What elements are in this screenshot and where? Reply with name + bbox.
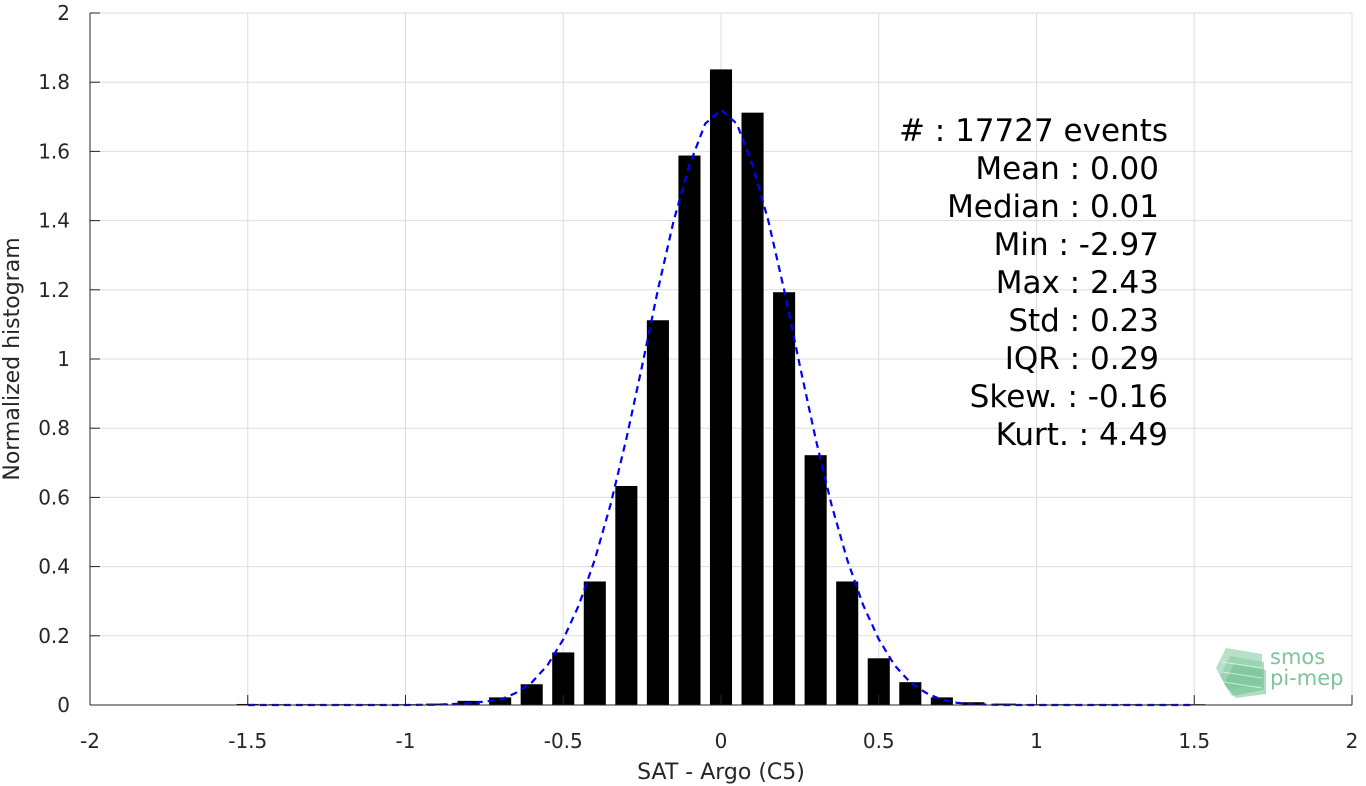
x-tick-label: 0 (715, 729, 728, 753)
histogram-bar (678, 155, 701, 705)
histogram-bar (709, 69, 733, 705)
logo-text-pimep: pi-mep (1270, 666, 1343, 690)
x-tick-label: 2 (1346, 729, 1359, 753)
histogram-bar (930, 697, 953, 705)
y-tick-label: 2 (57, 1, 70, 25)
histogram-bar (899, 682, 922, 705)
histogram-bar (773, 292, 796, 705)
logo-text-smos: smos (1270, 645, 1325, 669)
stat-kurt: Kurt. : 4.49 (996, 417, 1168, 453)
y-tick-label: 1.8 (38, 70, 70, 94)
stat-mean: Mean : 0.00 (975, 151, 1159, 187)
y-tick-label: 0.8 (38, 416, 70, 440)
x-tick-label: -1.5 (228, 729, 267, 753)
histogram-bar (520, 684, 543, 705)
y-tick-label: 0.6 (38, 485, 70, 509)
stat-iqr: IQR : 0.29 (1005, 341, 1159, 377)
y-tick-labels: 0 0.2 0.4 0.6 0.8 1 1.2 1.4 1.6 1.8 2 (38, 1, 70, 717)
axes-frame (89, 12, 1353, 706)
y-tick-label: 1.4 (38, 209, 70, 233)
y-tick-label: 0 (57, 693, 70, 717)
stat-max: Max : 2.43 (996, 265, 1159, 301)
x-tick-label: -0.5 (544, 729, 583, 753)
histogram-bar (804, 455, 827, 705)
histogram-bars (236, 69, 1206, 705)
histogram-bar (646, 320, 669, 705)
y-axis-label: Normalized histogram (0, 237, 25, 480)
histogram-bar (583, 581, 606, 705)
stat-skew: Skew. : -0.16 (970, 379, 1168, 415)
y-tick-label: 1.6 (38, 139, 70, 163)
x-tick-label: 1 (1030, 729, 1043, 753)
stat-std: Std : 0.23 (1008, 303, 1159, 339)
histogram-bar (867, 658, 890, 705)
x-tick-label: 1.5 (1178, 729, 1210, 753)
histogram-bar (836, 581, 859, 705)
histogram-bar (426, 703, 449, 705)
y-tick-label: 1 (57, 347, 70, 371)
y-tick-label: 0.4 (38, 555, 70, 579)
y-tick-label: 1.2 (38, 278, 70, 302)
histogram-bar (489, 697, 512, 705)
statistics-annotation: # : 17727 events Mean : 0.00 Median : 0.… (899, 113, 1168, 453)
x-tick-label: 0.5 (863, 729, 895, 753)
y-tick-label: 0.2 (38, 624, 70, 648)
histogram-bar (741, 112, 764, 705)
histogram-bar (552, 652, 575, 705)
histogram-bar (615, 485, 638, 705)
stat-median: Median : 0.01 (947, 189, 1159, 225)
logo-mark-icon (1216, 648, 1266, 698)
x-tick-label: -1 (396, 729, 416, 753)
stat-events: # : 17727 events (899, 113, 1168, 149)
x-tick-labels: -2 -1.5 -1 -0.5 0 0.5 1 1.5 2 (80, 729, 1358, 753)
x-tick-label: -2 (80, 729, 100, 753)
smos-pimep-logo: smos pi-mep (1216, 645, 1343, 698)
x-axis-label: SAT - Argo (C5) (637, 760, 805, 785)
stat-min: Min : -2.97 (994, 227, 1159, 263)
